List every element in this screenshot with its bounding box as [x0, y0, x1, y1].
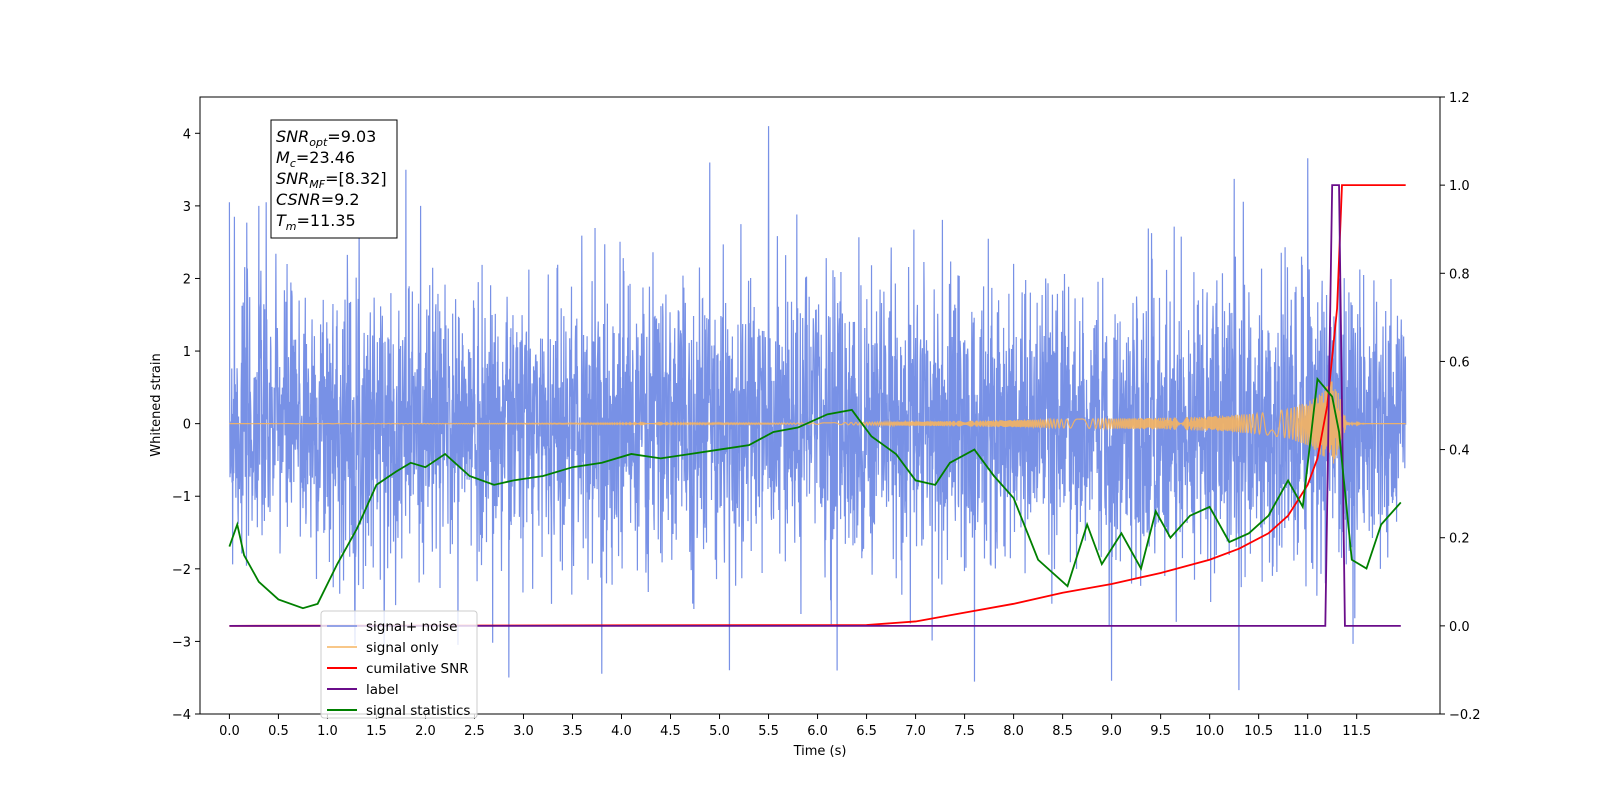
x-tick-label: 9.0: [1101, 724, 1122, 739]
x-tick-label: 6.0: [807, 724, 828, 739]
annotation-line: Tm=11.35: [276, 211, 356, 233]
x-tick-label: 2.0: [415, 724, 436, 739]
series-signal-only-line: [229, 381, 1406, 464]
legend-entry: label: [366, 682, 399, 698]
y2-tick-label: −0.2: [1449, 708, 1481, 723]
annotation-line: CSNR=9.2: [276, 190, 360, 209]
x-tick-label: 0.0: [219, 724, 240, 739]
x-tick-label: 7.0: [905, 724, 926, 739]
x-tick-label: 10.5: [1244, 724, 1273, 739]
y-tick-label: 1: [183, 345, 191, 360]
legend-entry: signal only: [366, 640, 439, 656]
y2-tick-label: 0.4: [1449, 444, 1470, 459]
x-axis: 0.0 0.5 1.0 1.5 2.0 2.5 3.0 3.5 4.0 4.5 5.0 5.5 6.0 6…: [219, 714, 1371, 739]
y2-tick-label: 0.8: [1449, 267, 1470, 282]
x-tick-label: 0.5: [268, 724, 289, 739]
x-tick-label: 5.0: [709, 724, 730, 739]
legend-entry: cumilative SNR: [366, 661, 469, 677]
x-tick-label: 1.0: [317, 724, 338, 739]
legend: signal+ noise signal only cumilative SNR la…: [320, 610, 478, 719]
x-tick-label: 6.5: [856, 724, 877, 739]
series-label-line: [229, 184, 1401, 627]
x-tick-label: 4.0: [611, 724, 632, 739]
legend-entry: signal statistics: [366, 703, 470, 719]
plot-frame: [199, 96, 1441, 715]
y-tick-label: −1: [172, 490, 191, 505]
x-tick-label: 8.5: [1052, 724, 1073, 739]
x-tick-label: 3.0: [513, 724, 534, 739]
y2-tick-label: 0.2: [1449, 532, 1470, 547]
annotation-line: SNRopt=9.03: [276, 127, 376, 149]
y-axis-right: −0.2 0.0 0.2 0.4 0.6 0.8 1.0 1.2: [1440, 91, 1481, 723]
series-signal-statistics-line: [228, 376, 1402, 610]
x-tick-label: 10.0: [1195, 724, 1224, 739]
series-cumulative-snr-line: [229, 184, 1406, 627]
x-axis-label: Time (s): [793, 744, 847, 759]
x-tick-label: 8.0: [1003, 724, 1024, 739]
y-tick-label: 2: [183, 272, 191, 287]
annotation-line: Mc=23.46: [276, 148, 355, 170]
y-tick-label: 0: [183, 418, 191, 433]
x-tick-label: 2.5: [464, 724, 485, 739]
annotation-line: SNRMF=[8.32]: [276, 169, 387, 191]
y2-tick-label: 1.0: [1449, 179, 1470, 194]
x-tick-label: 11.0: [1293, 724, 1322, 739]
x-tick-label: 7.5: [954, 724, 975, 739]
y-tick-label: −3: [172, 635, 191, 650]
y2-tick-label: 0.6: [1449, 355, 1470, 370]
x-tick-label: 11.5: [1342, 724, 1371, 739]
series-signal-noise-line: [228, 126, 1407, 691]
y2-tick-label: 0.0: [1449, 620, 1470, 635]
series-layer: [228, 126, 1407, 691]
y-axis-left: −4 −3 −2 −1 0 1 2 3 4: [172, 127, 200, 723]
y2-tick-label: 1.2: [1449, 91, 1470, 106]
y-tick-label: 3: [183, 200, 191, 215]
legend-entry: signal+ noise: [366, 619, 457, 635]
x-tick-label: 1.5: [366, 724, 387, 739]
y-tick-label: −4: [172, 708, 191, 723]
y-tick-label: −2: [172, 563, 191, 578]
x-tick-label: 4.5: [660, 724, 681, 739]
x-tick-label: 3.5: [562, 724, 583, 739]
x-tick-label: 9.5: [1150, 724, 1171, 739]
y-tick-label: 4: [183, 127, 191, 142]
y-axis-label: Whitened strain: [149, 353, 164, 456]
x-tick-label: 5.5: [758, 724, 779, 739]
